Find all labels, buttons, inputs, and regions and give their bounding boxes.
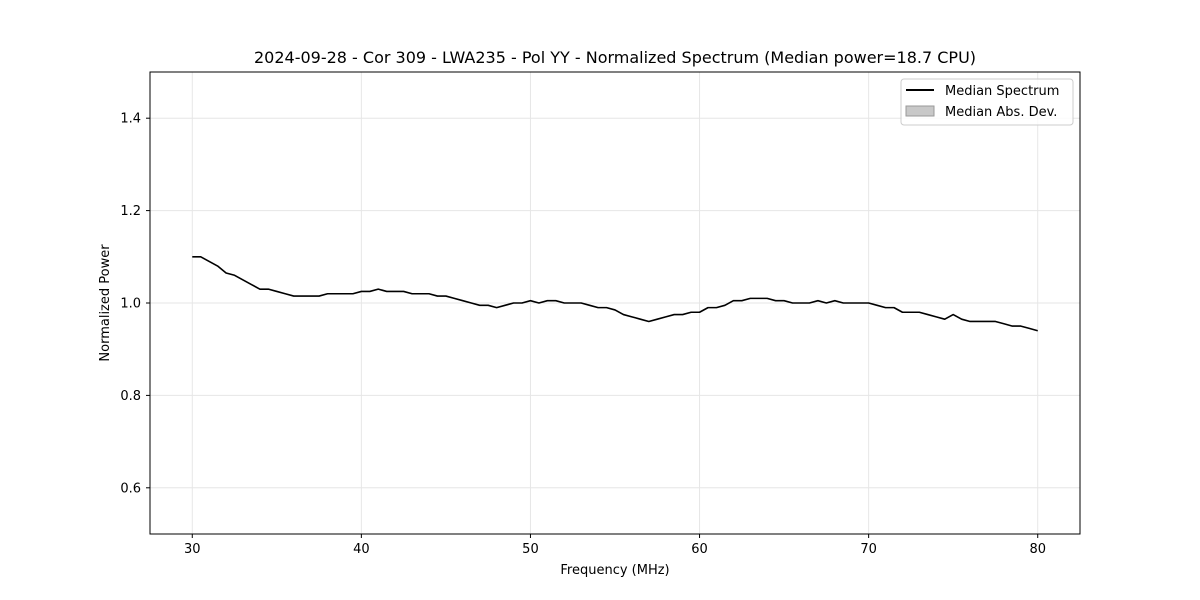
y-tick-label: 1.4	[120, 112, 141, 127]
legend-label-median-abs-dev: Median Abs. Dev.	[945, 105, 1057, 120]
legend-label-median-spectrum: Median Spectrum	[945, 84, 1059, 99]
series-layer	[192, 256, 1038, 332]
chart-title: 2024-09-28 - Cor 309 - LWA235 - Pol YY -…	[254, 48, 976, 67]
grid-lines	[150, 72, 1080, 534]
series-line-median-spectrum	[192, 256, 1038, 332]
y-tick-label: 0.6	[120, 481, 141, 496]
x-tick-label: 40	[353, 542, 370, 557]
x-tick-label: 50	[522, 542, 539, 557]
legend-box	[900, 78, 1074, 126]
legend: Median Spectrum Median Abs. Dev.	[900, 78, 1074, 126]
y-tick-label: 1.2	[120, 204, 141, 219]
y-tick-label: 1.0	[120, 297, 141, 312]
axis-ticks: 30 40 50 60 70 80 0.6 0.8 1.0 1.2 1.4	[120, 112, 1046, 557]
x-axis-label: Frequency (MHz)	[560, 563, 669, 578]
x-tick-label: 60	[691, 542, 708, 557]
x-tick-label: 30	[184, 542, 201, 557]
legend-swatch-median-abs-dev	[905, 105, 935, 117]
x-tick-label: 70	[860, 542, 877, 557]
x-tick-label: 80	[1029, 542, 1046, 557]
y-tick-label: 0.8	[120, 389, 141, 404]
y-axis-label: Normalized Power	[98, 244, 113, 362]
